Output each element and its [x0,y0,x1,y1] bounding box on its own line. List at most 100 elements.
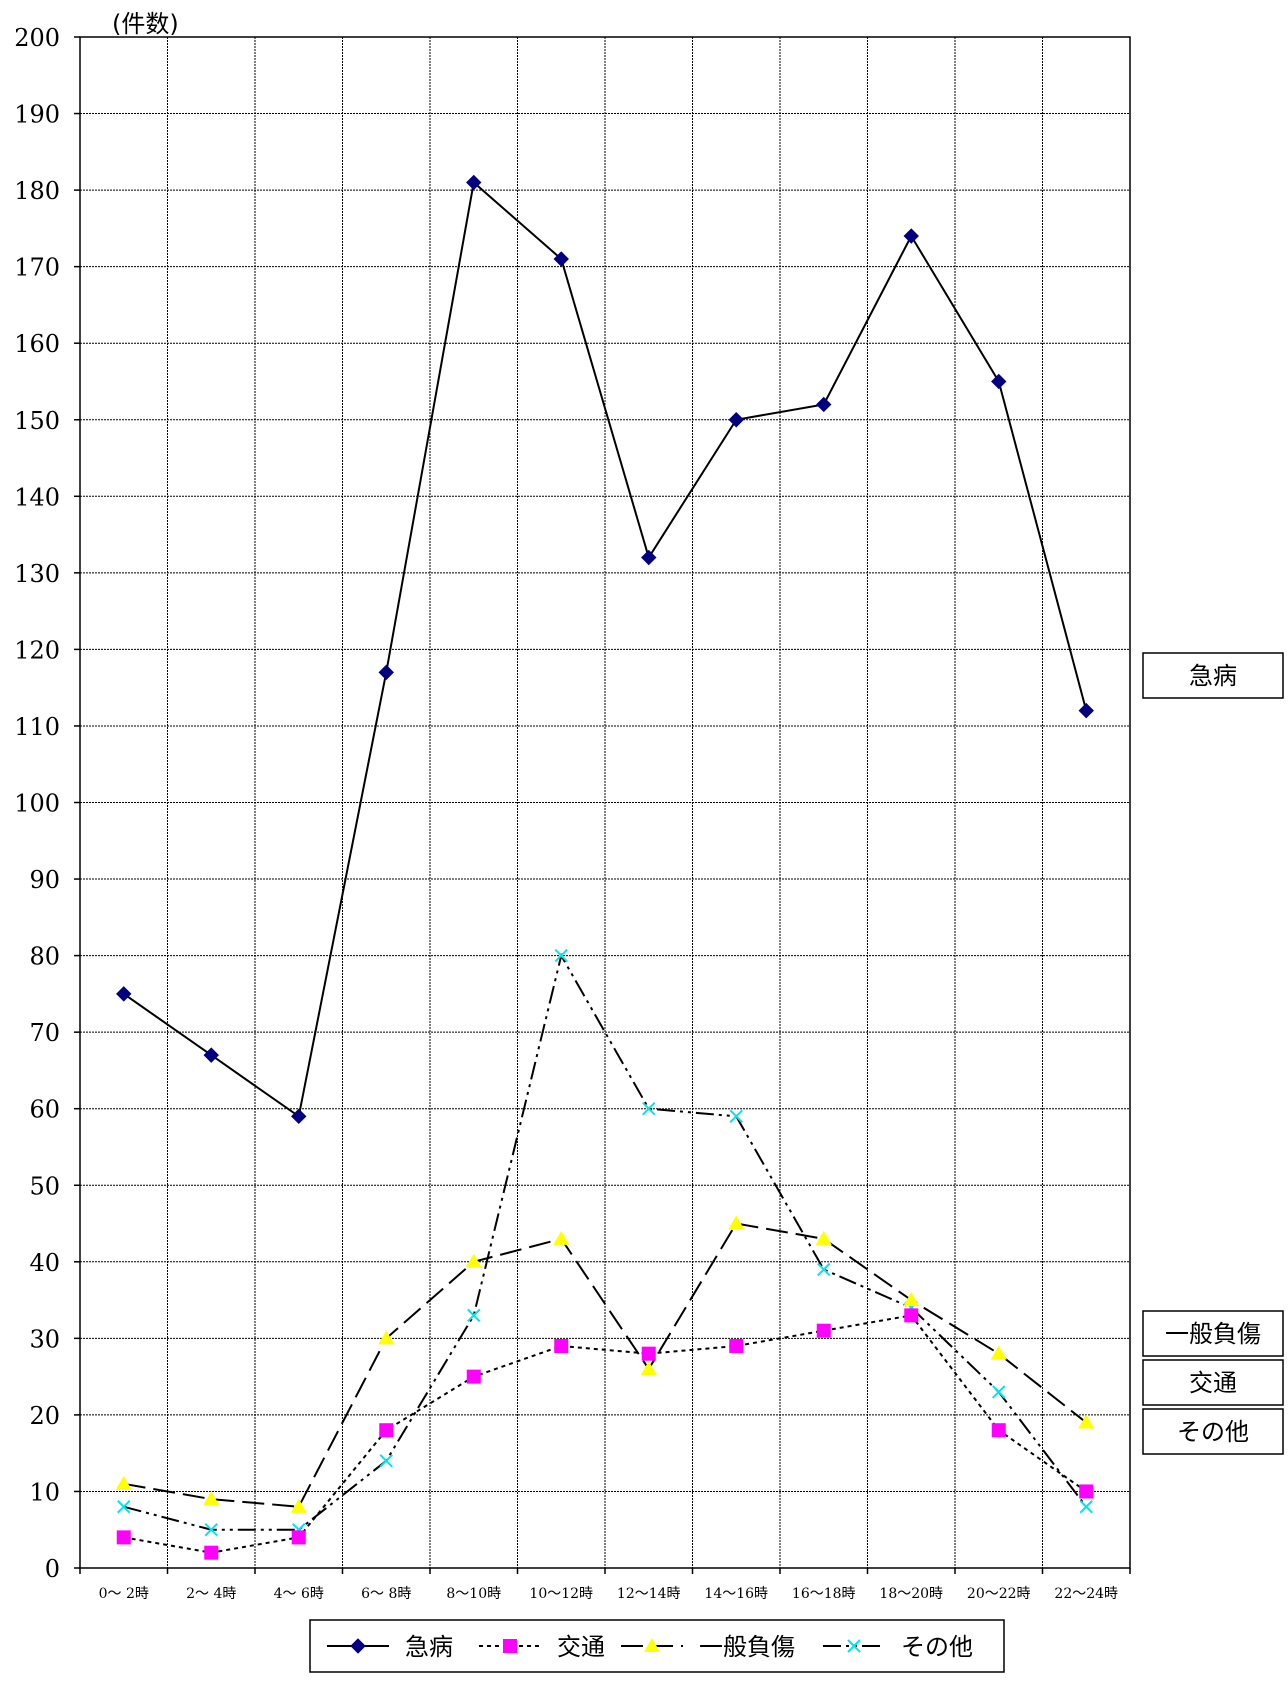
x-tick-label: 20～22時 [967,1586,1031,1602]
series-group [115,174,1095,1560]
x-tick-label: 22～24時 [1054,1586,1118,1602]
y-axis-unit-label: (件数) [112,10,179,38]
x-tick-label: 10～12時 [529,1586,593,1602]
series-line [123,1314,1087,1554]
y-tick-label: 30 [29,1325,60,1353]
data-point [817,1262,831,1277]
y-tick-label: 40 [29,1249,60,1277]
legend: 急病 交通 一般負傷 その他 [309,1619,1005,1673]
x-tick-label: 18～20時 [879,1586,943,1602]
end-label-box [1142,1310,1284,1357]
data-point [990,1345,1007,1360]
data-point [554,1339,569,1354]
x-tick-label: 6～ 8時 [361,1586,411,1602]
y-tick-label: 90 [29,866,60,894]
gridlines [74,36,1131,1574]
y-tick-label: 50 [29,1172,60,1200]
y-tick-label: 150 [14,407,60,435]
y-tick-label: 80 [29,943,60,971]
data-point [903,228,919,244]
data-point [116,986,132,1002]
data-point [991,373,1007,390]
data-point [204,1545,219,1560]
data-point [992,1385,1006,1399]
data-point [378,664,394,681]
data-point [466,174,482,191]
data-point [203,1491,220,1506]
x-tick-label: 2～ 4時 [186,1586,236,1602]
y-tick-label: 110 [14,713,60,741]
plot-border [79,36,1131,1569]
y-tick-label: 130 [14,560,60,588]
y-tick-label: 0 [45,1555,60,1583]
data-point [203,1047,219,1063]
x-tick-label: 0～ 2時 [99,1586,149,1602]
data-point [117,1500,131,1514]
data-point [553,251,569,267]
x-tick-label: 14～16時 [704,1586,768,1602]
data-point [291,1108,307,1125]
data-point [640,1360,657,1375]
data-point [291,1530,306,1545]
data-point [641,1346,656,1361]
y-tick-label: 180 [14,177,60,205]
data-point [465,1253,482,1268]
end-label-text: 交通 [1189,1369,1237,1397]
data-point [204,1523,218,1537]
data-point [903,1292,920,1307]
y-tick-label: 120 [14,636,60,664]
data-point [467,1308,481,1323]
data-point [554,948,568,963]
legend-marker [503,1639,517,1653]
data-point [1078,702,1094,719]
data-point [466,1369,481,1384]
data-point [553,1230,570,1245]
end-label-box [1142,1408,1284,1455]
y-tick-label: 100 [14,790,60,818]
y-tick-label: 170 [14,254,60,282]
end-label-text: 急病 [1189,662,1237,690]
data-point [728,412,744,428]
data-point [379,1454,393,1468]
data-point [379,1423,394,1438]
end-label-box [1142,1359,1284,1406]
y-tick-label: 20 [29,1402,60,1430]
data-point [1079,1484,1094,1499]
y-tick-label: 70 [29,1019,60,1047]
data-point [378,1330,395,1345]
y-tick-label: 200 [14,24,60,52]
x-tick-label: 16～18時 [792,1586,856,1602]
x-tick-label: 8～10時 [446,1586,501,1602]
legend-label: 一般負傷 [699,1633,795,1661]
legend-label: 交通 [557,1633,605,1661]
y-tick-label: 160 [14,330,60,358]
legend-label: その他 [901,1633,973,1661]
data-point [729,1339,744,1354]
data-point [290,1498,307,1513]
end-label-box [1142,652,1284,699]
y-tick-label: 190 [14,101,60,129]
legend-label: 急病 [405,1633,453,1661]
data-point [641,549,657,566]
legend-marker [644,1638,660,1652]
x-tick-label: 4～ 6時 [274,1586,324,1602]
x-axis-ticks: 0～ 2時 2～ 4時 4～ 6時 6～ 8時 8～10時 10～12時 12～14時 14～… [99,1586,1118,1602]
y-tick-label: 60 [29,1096,60,1124]
series-line [123,952,1088,1531]
end-label-text: 一般負傷 [1165,1320,1261,1348]
data-point [115,1475,132,1490]
data-point [729,1109,743,1124]
data-point [816,1323,831,1338]
data-point [728,1215,745,1230]
data-point [991,1423,1006,1438]
data-point [116,1530,131,1545]
series-line [123,180,1088,1119]
y-axis-ticks: 0 10 20 30 40 50 60 70 80 90 100 110 120 130 140 150 160… [14,24,60,1583]
legend-marker [847,1639,861,1653]
y-tick-label: 140 [14,483,60,511]
data-point [815,1230,832,1245]
data-point [816,396,832,413]
data-point [904,1308,919,1323]
